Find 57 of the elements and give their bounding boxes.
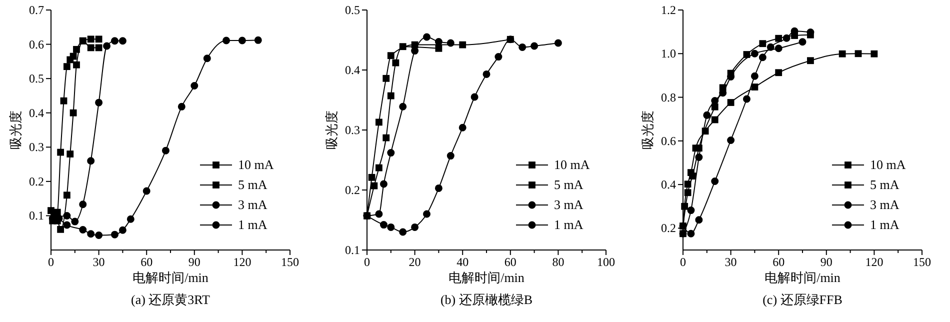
text: (b) 还原橄榄绿B [440, 292, 533, 307]
y-tick-label: 0.8 [661, 90, 676, 104]
y-tick-label: 0.1 [29, 208, 44, 223]
y-tick-label: 0.5 [345, 3, 360, 17]
y-tick-label: 0.5 [29, 72, 44, 86]
x-tick-label: 0 [680, 255, 686, 269]
y-tick-label: 0.2 [661, 221, 676, 236]
legend-label: 3 mA [238, 197, 268, 212]
y-axis-title: 吸光度 [324, 110, 339, 150]
y-tick-label: 1.0 [661, 46, 676, 61]
x-tick-label: 150 [281, 255, 299, 269]
legend-label: 10 mA [238, 157, 274, 172]
x-tick-label: 30 [724, 255, 737, 269]
x-axis-title: 电解时间/min [448, 270, 525, 285]
y-tick-label: 0.3 [29, 140, 44, 154]
x-tick-label: 120 [865, 255, 884, 269]
x-tick-label: 100 [597, 255, 615, 269]
legend-label: 10 mA [554, 157, 590, 172]
x-axis-title: 电解时间/min [764, 270, 841, 285]
legend-label: 1 mA [554, 217, 584, 232]
x-tick-label: 60 [140, 255, 153, 269]
x-tick-label: 90 [188, 255, 200, 269]
y-tick-label: 0.2 [345, 183, 360, 197]
text: (a) 还原黄3RT [130, 292, 210, 307]
y-tick-label: 0.4 [29, 106, 44, 120]
x-tick-label: 90 [820, 255, 832, 269]
legend-label: 5 mA [238, 177, 268, 192]
y-tick-label: 0.1 [345, 243, 360, 257]
x-tick-label: 40 [456, 255, 469, 269]
legend-label: 3 mA [554, 197, 584, 212]
legend-label: 1 mA [238, 217, 268, 232]
legend-label: 5 mA [870, 177, 900, 192]
y-tick-label: 0.7 [29, 3, 44, 17]
legend-label: 3 mA [870, 197, 900, 212]
x-tick-label: 0 [364, 255, 370, 269]
x-tick-label: 60 [504, 255, 516, 269]
y-tick-label: 0.3 [345, 123, 360, 137]
legend-label: 1 mA [870, 217, 900, 232]
y-tick-label: 1.2 [661, 3, 676, 17]
y-axis-title: 吸光度 [640, 110, 655, 150]
y-axis-title: 吸光度 [8, 110, 23, 150]
legend-label: 10 mA [870, 157, 906, 172]
y-tick-label: 0.6 [29, 37, 44, 52]
x-tick-label: 120 [233, 255, 252, 269]
y-tick-label: 0.4 [661, 178, 676, 192]
x-tick-label: 150 [913, 255, 931, 269]
y-tick-label: 0.6 [661, 134, 676, 148]
x-axis-title: 电解时间/min [132, 270, 209, 285]
x-tick-label: 60 [772, 255, 785, 269]
x-tick-label: 20 [408, 255, 421, 269]
y-tick-label: 0.4 [345, 63, 360, 77]
legend-label: 5 mA [554, 177, 584, 192]
text: (c) 还原绿FFB [762, 292, 843, 307]
x-tick-label: 0 [48, 255, 54, 269]
y-tick-label: 0.2 [29, 174, 44, 188]
x-tick-label: 80 [552, 255, 564, 269]
x-tick-label: 30 [92, 255, 105, 269]
